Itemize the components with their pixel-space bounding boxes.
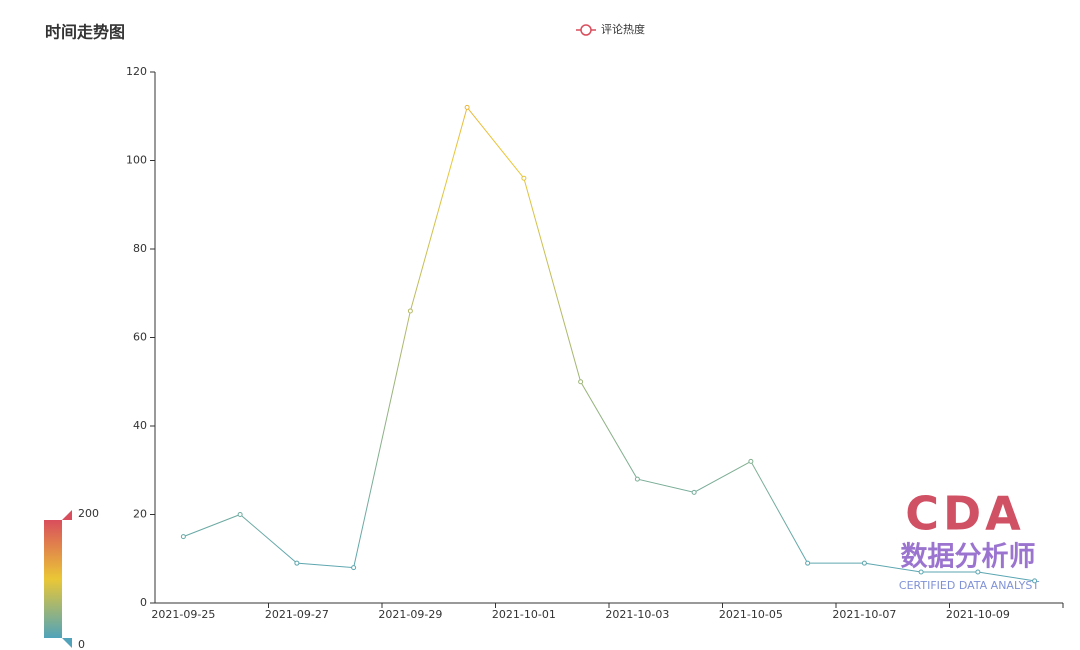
x-tick-label: 2021-10-01 <box>492 608 556 621</box>
y-tick-label: 100 <box>126 154 147 167</box>
chart-title: 时间走势图 <box>45 23 125 42</box>
point <box>748 458 754 464</box>
visual-map-handle <box>62 638 72 648</box>
point <box>237 512 243 517</box>
watermark: CDA 数据分析师 CERTIFIED DATA ANALYST <box>899 487 1039 593</box>
visual-map-bar <box>44 520 62 638</box>
point <box>521 175 527 181</box>
y-tick-label: 120 <box>126 65 147 78</box>
visual-map-handle <box>62 510 72 520</box>
watermark-name: 数据分析师 <box>901 542 1036 573</box>
line <box>183 106 1035 582</box>
point <box>691 489 697 495</box>
point <box>464 104 470 110</box>
x-tick-label: 2021-09-27 <box>265 608 329 621</box>
visual-map-label: 200 <box>78 507 99 520</box>
point <box>975 569 981 575</box>
x-tick-label: 2021-10-03 <box>605 608 669 621</box>
point <box>861 560 867 566</box>
point <box>407 308 413 314</box>
y-tick-label: 0 <box>140 596 147 609</box>
x-tick-label: 2021-10-07 <box>832 608 896 621</box>
point <box>180 534 186 540</box>
point <box>805 560 811 566</box>
legend-label: 评论热度 <box>601 22 645 36</box>
y-tick-label: 20 <box>133 508 147 521</box>
visual-map-label: 0 <box>78 638 85 650</box>
y-tick-label: 80 <box>133 242 147 255</box>
y-tick-label: 60 <box>133 331 147 344</box>
point <box>1032 578 1038 584</box>
x-tick-label: 2021-10-05 <box>719 608 783 621</box>
watermark-tagline: CERTIFIED DATA ANALYST <box>899 579 1039 592</box>
x-tick-label: 2021-10-09 <box>946 608 1010 621</box>
y-tick-label: 40 <box>133 419 147 432</box>
watermark-logo: CDA <box>905 487 1025 541</box>
x-tick-label: 2021-09-25 <box>151 608 215 621</box>
legend-marker <box>580 24 592 36</box>
point <box>578 379 584 385</box>
x-tick-label: 2021-09-29 <box>378 608 442 621</box>
point <box>918 569 924 575</box>
point <box>294 560 300 566</box>
point <box>634 476 640 482</box>
point <box>351 565 357 571</box>
